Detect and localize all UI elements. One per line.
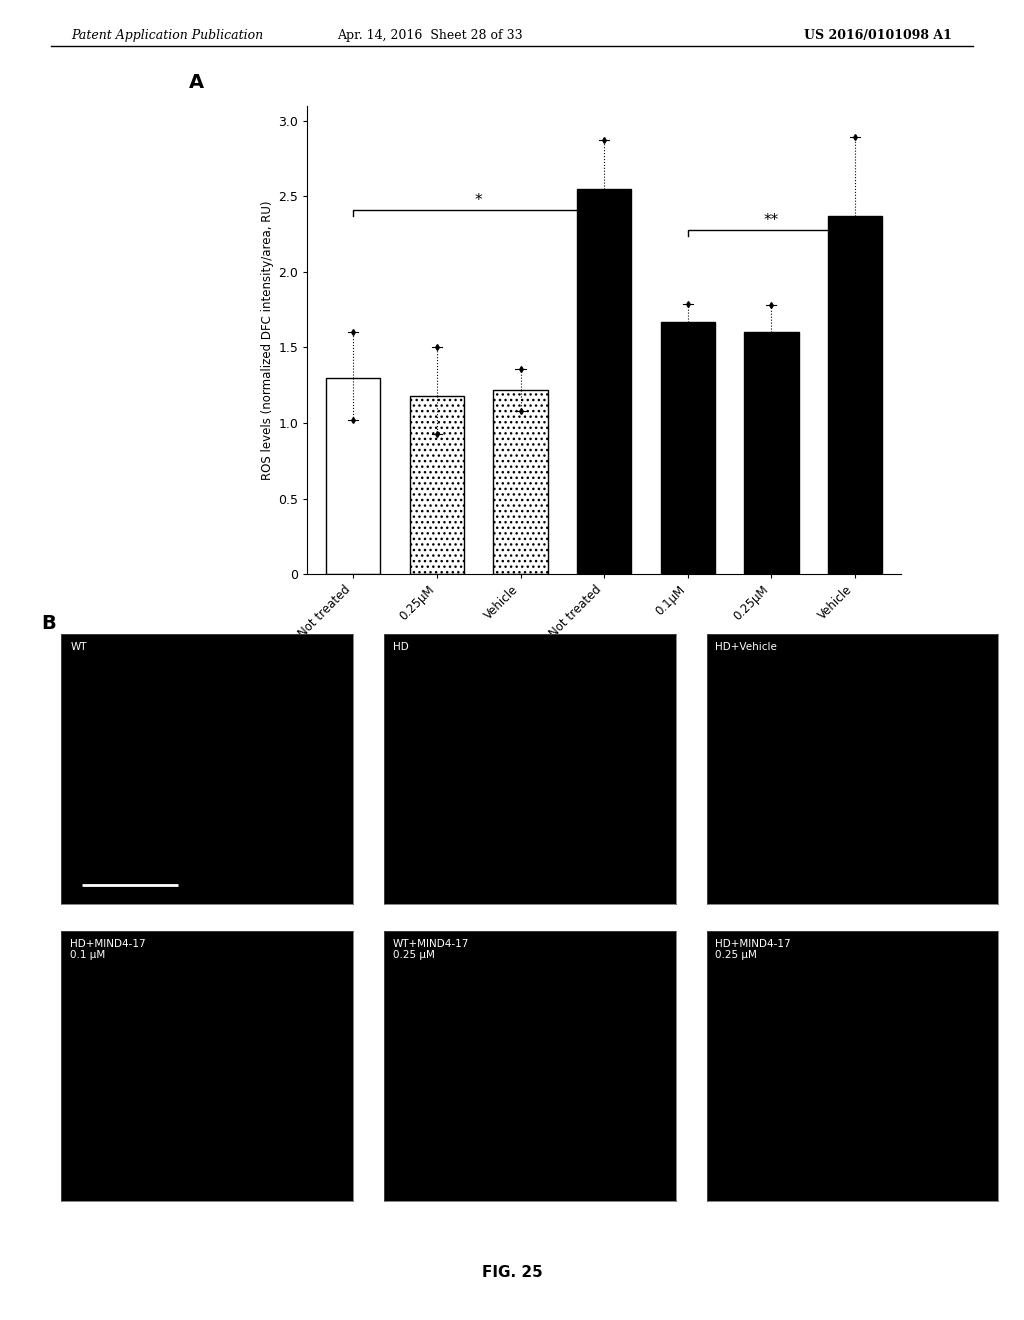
Bar [326,378,380,574]
Text: FIG. 25: FIG. 25 [481,1266,543,1280]
Text: B: B [41,614,55,632]
Text: HD+MIND4-17
0.25 μM: HD+MIND4-17 0.25 μM [716,939,791,961]
Text: **: ** [764,213,779,228]
Text: US 2016/0101098 A1: US 2016/0101098 A1 [805,29,952,42]
Text: WT: WT [71,642,87,652]
Text: Apr. 14, 2016  Sheet 28 of 33: Apr. 14, 2016 Sheet 28 of 33 [337,29,523,42]
Text: Patent Application Publication: Patent Application Publication [72,29,264,42]
Bar [494,389,548,574]
Y-axis label: ROS levels (normalized DFC intensity/area, RU): ROS levels (normalized DFC intensity/are… [261,201,274,479]
Text: HD+MIND4-17
0.1 μM: HD+MIND4-17 0.1 μM [71,939,145,961]
Bar [410,396,464,574]
Text: A: A [188,73,204,92]
Bar [660,322,715,574]
Bar [828,216,883,574]
Bar [744,333,799,574]
Text: WT+MIND4-17
0.25 μM: WT+MIND4-17 0.25 μM [393,939,469,961]
Text: *: * [475,194,482,209]
Text: HD: HD [393,642,409,652]
Text: HD+Vehicle: HD+Vehicle [716,642,777,652]
Bar [577,189,632,574]
